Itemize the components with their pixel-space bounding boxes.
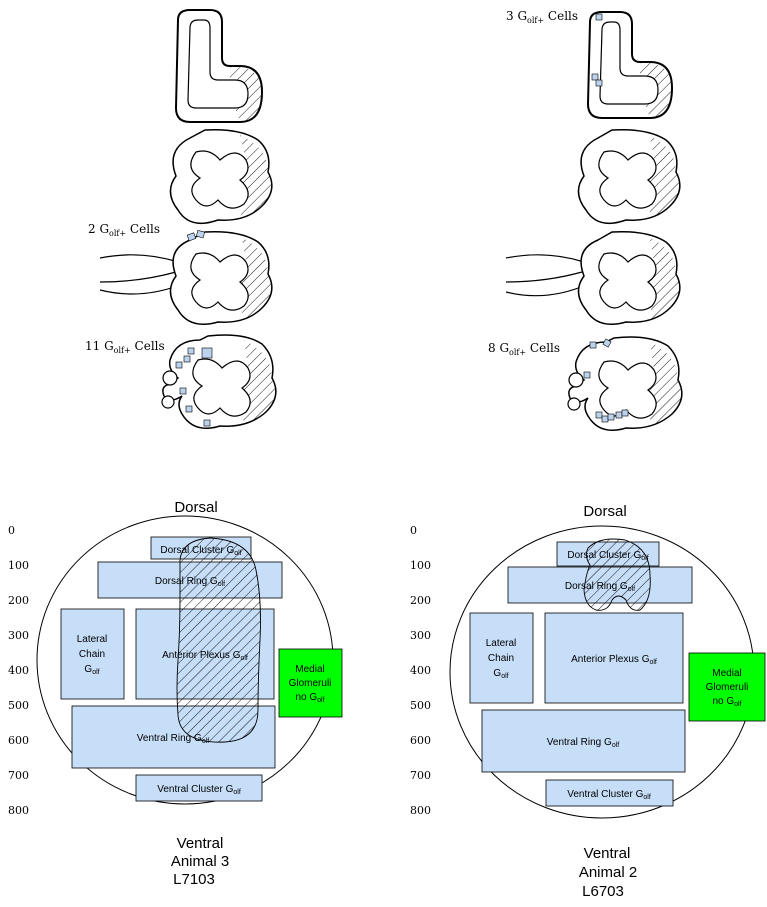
region-medial-label-1: Medial [295, 664, 324, 675]
section-left-4 [161, 334, 277, 429]
cell-marker [589, 341, 597, 349]
axis-tick: 200 [8, 594, 29, 607]
axis-tick: 700 [8, 769, 29, 782]
cell-marker [602, 338, 612, 348]
axis-tick: 0 [8, 524, 15, 537]
region-medial-label-1: Medial [712, 668, 741, 679]
region-ventral-ring-label: Ventral Ring Golf [547, 737, 619, 749]
axis-tick: 800 [8, 804, 29, 817]
region-lateral-chain [469, 612, 534, 704]
axis-tick: 300 [8, 629, 29, 642]
cell-marker [183, 355, 191, 363]
region-ventral-cluster-label: Ventral Cluster Golf [567, 789, 651, 801]
cell-marker [621, 409, 629, 417]
axis-tick: 100 [8, 559, 29, 572]
map-right-id-label: L6703 [582, 883, 624, 900]
region-lateral-chain-label-3: Golf [493, 668, 508, 680]
cell-marker [187, 347, 195, 355]
section-left-3 [99, 229, 273, 325]
cell-marker [175, 361, 183, 369]
section-right-4 [567, 336, 683, 431]
map-left-axis: 0 100 200 300 400 500 600 700 800 [8, 524, 29, 817]
axis-tick: 600 [8, 734, 29, 747]
axis-tick: 500 [8, 699, 29, 712]
cell-marker [186, 232, 197, 242]
map-right-dorsal-label: Dorsal [583, 503, 626, 520]
cell-marker [595, 411, 603, 419]
map-left-ventral-label: Ventral [177, 835, 224, 852]
region-anterior-plexus [544, 612, 684, 704]
map-right-axis: 0 100 200 300 400 500 600 700 800 [410, 524, 431, 817]
cell-marker [179, 387, 187, 395]
region-lateral-chain-label-3: Golf [84, 664, 99, 676]
axis-tick: 800 [410, 804, 431, 817]
cell-marker [615, 411, 623, 419]
section-left-4-label: 11 Golf+ Cells [85, 339, 165, 355]
cell-marker [203, 419, 211, 427]
axis-tick: 700 [410, 769, 431, 782]
cell-marker [195, 229, 206, 239]
region-lateral-chain-label-2: Chain [79, 649, 105, 660]
section-right-1-label: 3 Golf+ Cells [506, 9, 578, 25]
map-left: Dorsal 0 100 200 300 400 500 600 700 800… [8, 499, 343, 888]
axis-tick: 400 [410, 664, 431, 677]
map-right-ventral-label: Ventral [584, 845, 631, 862]
cell-marker [591, 73, 599, 81]
region-medial-label-2: Glomeruli [289, 678, 332, 689]
map-right: Dorsal 0 100 200 300 400 500 600 700 800… [410, 503, 766, 900]
region-anterior-plexus-label: Anterior Plexus Golf [571, 654, 657, 666]
expression-zone [176, 537, 261, 743]
map-right-animal-label: Animal 2 [579, 864, 637, 881]
cell-marker [201, 347, 213, 359]
cell-marker [595, 79, 603, 87]
axis-tick: 300 [410, 629, 431, 642]
expression-zone [583, 538, 651, 611]
map-left-animal-label: Animal 3 [171, 853, 229, 870]
axis-tick: 500 [410, 699, 431, 712]
axis-tick: 0 [410, 524, 417, 537]
region-ventral-ring [481, 709, 686, 773]
axis-tick: 100 [410, 559, 431, 572]
region-ventral-cluster [135, 774, 263, 802]
axis-tick: 200 [410, 594, 431, 607]
region-lateral-chain-label-1: Lateral [77, 634, 108, 645]
region-medial-label-3: no Golf [712, 696, 741, 708]
section-right-1 [586, 11, 674, 119]
cell-marker [185, 405, 193, 413]
region-medial-label-2: Glomeruli [706, 682, 749, 693]
map-left-id-label: L7103 [173, 871, 215, 888]
cell-marker [583, 371, 591, 379]
region-lateral-chain-label-2: Chain [488, 653, 514, 664]
cell-marker [607, 413, 615, 421]
region-medial-label-3: no Golf [295, 692, 324, 704]
section-right-4-label: 8 Golf+ Cells [488, 341, 560, 357]
map-left-dorsal-label: Dorsal [174, 499, 217, 516]
section-left-3-label: 2 Golf+ Cells [88, 222, 160, 238]
region-ventral-cluster-label: Ventral Cluster Golf [157, 784, 241, 796]
axis-tick: 400 [8, 664, 29, 677]
cell-marker [595, 13, 603, 21]
section-left-1 [174, 9, 264, 123]
region-ventral-cluster [545, 779, 674, 807]
region-medial-glomeruli [688, 652, 766, 722]
region-lateral-chain [60, 608, 125, 700]
section-left-2 [169, 128, 273, 225]
region-medial-glomeruli [278, 648, 343, 718]
axis-tick: 600 [410, 734, 431, 747]
cell-marker [601, 415, 609, 423]
region-lateral-chain-label-1: Lateral [486, 638, 517, 649]
section-right-3 [505, 230, 681, 325]
section-right-2 [577, 128, 681, 225]
